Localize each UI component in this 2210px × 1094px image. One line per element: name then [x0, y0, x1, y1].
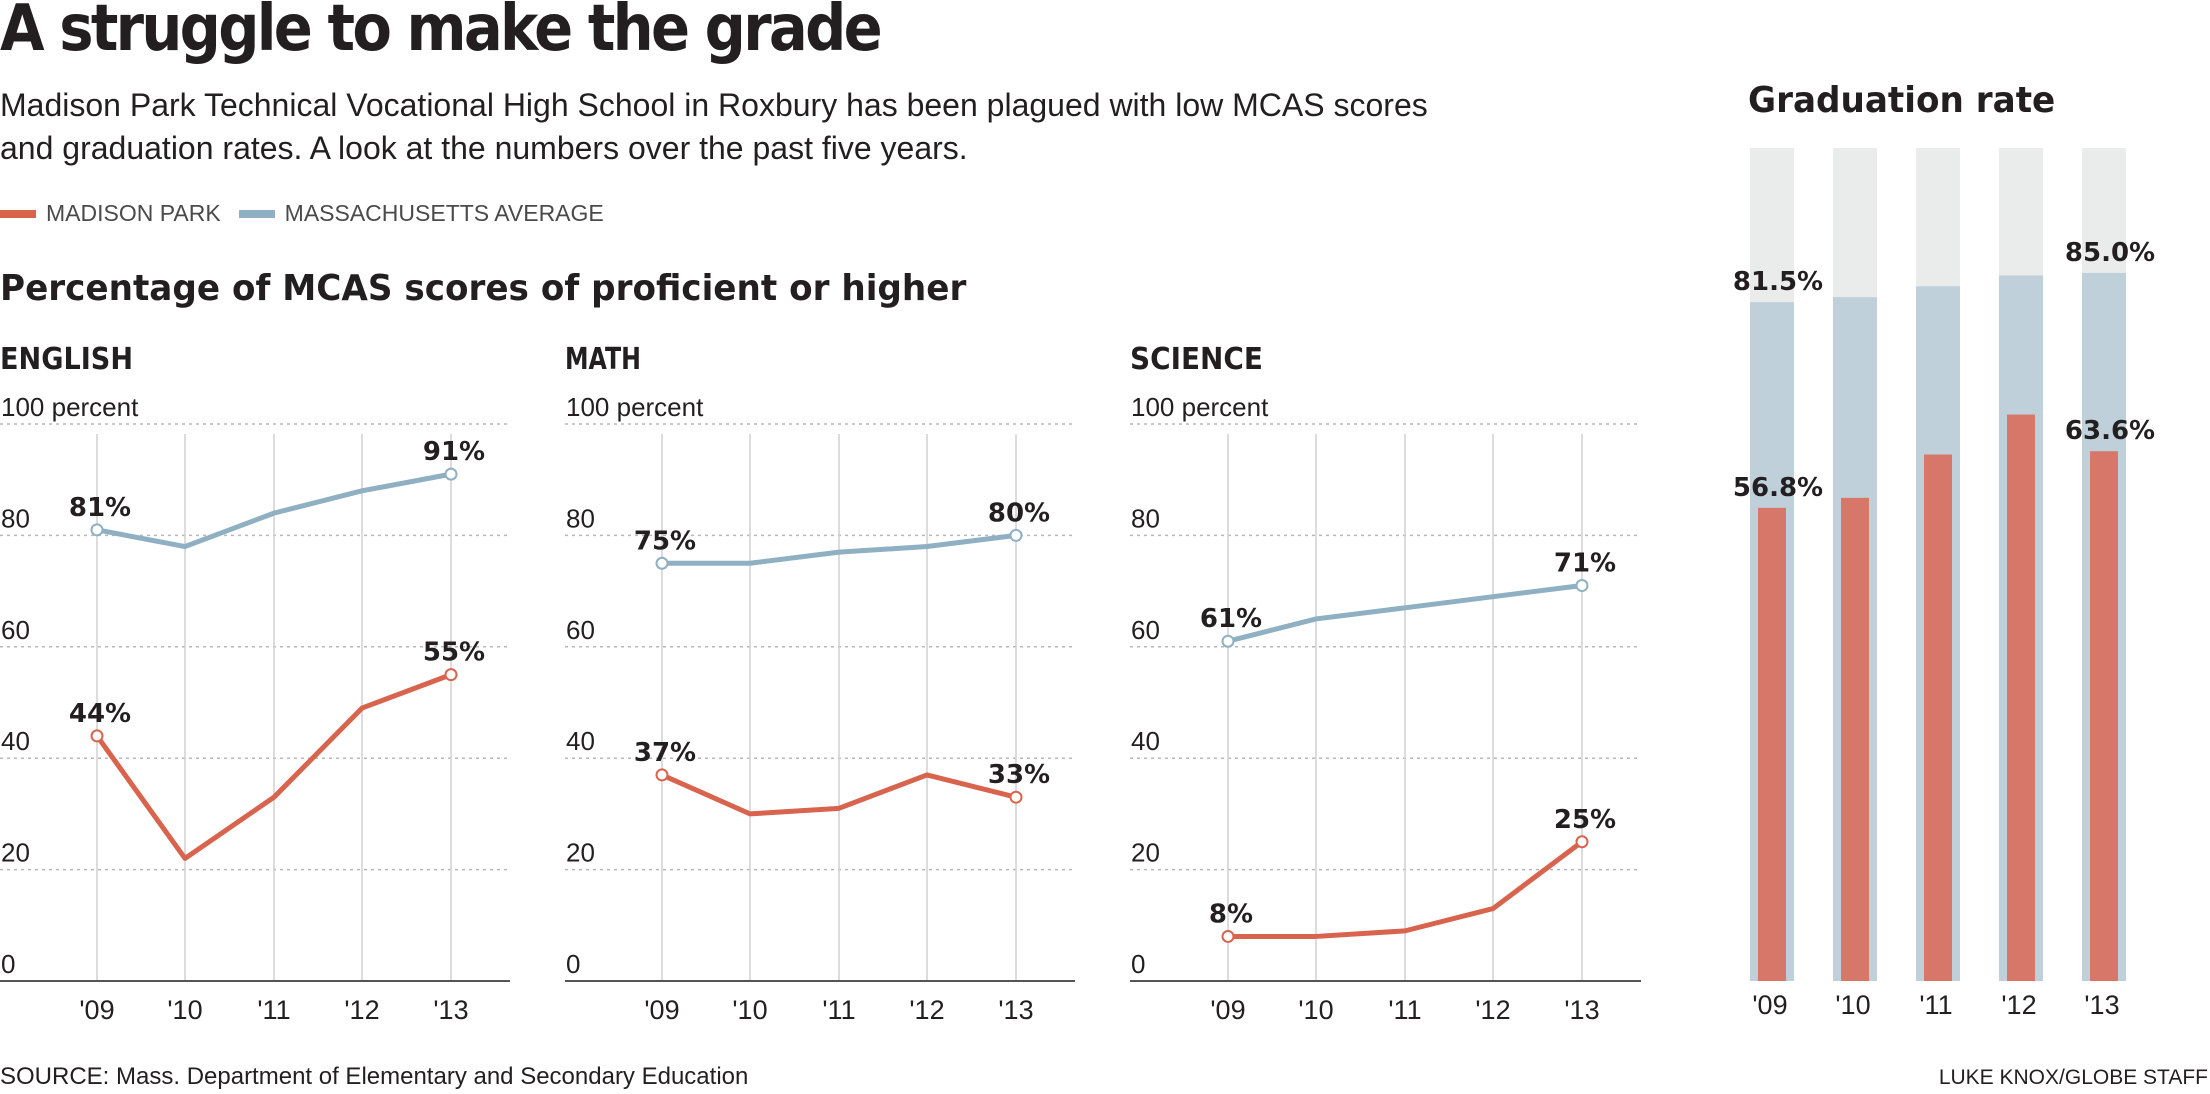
math-y-tick-label: 20 — [566, 838, 595, 868]
english-x-tick-label: '12 — [344, 995, 379, 1025]
math-y-tick-label: 80 — [566, 503, 595, 533]
english-x-tick-label: '10 — [167, 995, 202, 1025]
math-x-tick-label: '12 — [909, 995, 944, 1025]
headline: A struggle to make the grade — [0, 0, 883, 66]
science-madison-park-data-label: 8% — [1209, 899, 1253, 929]
legend: MADISON PARK MASSACHUSETTS AVERAGE — [0, 200, 622, 227]
english-x-tick-label: '11 — [257, 995, 290, 1025]
graduation-x-tick-label: '13 — [2084, 990, 2119, 1020]
graduation-bar-madison-park — [1924, 454, 1952, 981]
math-panel-title: MATH — [565, 342, 641, 377]
science-y-tick-label: 0 — [1131, 949, 1145, 979]
graduation-x-tick-label: '11 — [1919, 990, 1952, 1020]
legend-item-massachusetts-average: MASSACHUSETTS AVERAGE — [238, 200, 604, 227]
math-massachusetts-average-data-label: 80% — [988, 498, 1050, 528]
english-y-tick-label: 40 — [1, 726, 30, 756]
english-massachusetts-average-line — [94, 471, 454, 550]
science-massachusetts-average-data-label: 71% — [1554, 549, 1616, 579]
graduation-x-tick-label: '12 — [2001, 990, 2036, 1020]
legend-label-massachusetts-average: MASSACHUSETTS AVERAGE — [284, 200, 604, 226]
math-massachusetts-average-line — [659, 532, 1019, 566]
math-y-tick-label: 0 — [566, 949, 580, 979]
english-y-tick-label: 0 — [1, 949, 15, 979]
science-massachusetts-average-line — [1225, 583, 1585, 644]
english-x-tick-label: '13 — [433, 995, 468, 1025]
math-y-tick-label: 100 percent — [566, 392, 704, 422]
science-y-tick-label: 60 — [1131, 615, 1160, 645]
science-x-tick-label: '10 — [1298, 995, 1333, 1025]
math-madison-park-point — [1009, 790, 1023, 804]
math-massachusetts-average-point — [655, 556, 669, 570]
english-massachusetts-average-data-label: 81% — [69, 493, 131, 523]
science-x-tick-label: '09 — [1210, 995, 1245, 1025]
science-y-tick-label: 80 — [1131, 503, 1160, 533]
science-x-tick-label: '13 — [1564, 995, 1599, 1025]
math-x-tick-label: '13 — [998, 995, 1033, 1025]
legend-item-madison-park: MADISON PARK — [0, 200, 221, 227]
english-madison-park-data-label: 44% — [69, 699, 131, 729]
english-x-tick-label: '09 — [79, 995, 114, 1025]
english-panel-title: ENGLISH — [0, 342, 133, 377]
math-y-tick-label: 60 — [566, 615, 595, 645]
graduation-massachusetts-average-data-label: 85.0% — [2065, 238, 2155, 268]
science-massachusetts-average-data-label: 61% — [1200, 604, 1262, 634]
science-x-tick-label: '12 — [1475, 995, 1510, 1025]
intro-text: Madison Park Technical Vocational High S… — [0, 87, 1428, 166]
math-x-tick-label: '11 — [822, 995, 855, 1025]
legend-swatch-massachusetts-average — [238, 209, 275, 218]
math-madison-park-point — [655, 768, 669, 782]
science-massachusetts-average-point — [1221, 634, 1235, 648]
graduation-bar-madison-park — [1841, 497, 1869, 981]
science-madison-park-point — [1575, 835, 1589, 849]
science-madison-park-data-label: 25% — [1554, 805, 1616, 835]
english-massachusetts-average-point — [90, 523, 104, 537]
graduation-madison-park-data-label: 56.8% — [1733, 473, 1823, 503]
science-massachusetts-average-point — [1575, 579, 1589, 593]
graduation-x-tick-label: '09 — [1752, 990, 1787, 1020]
english-massachusetts-average-data-label: 91% — [423, 437, 485, 467]
math-madison-park-data-label: 33% — [988, 760, 1050, 790]
credit: LUKE KNOX/GLOBE STAFF — [1938, 1066, 2208, 1089]
legend-label-madison-park: MADISON PARK — [46, 200, 221, 226]
english-y-tick-label: 20 — [1, 838, 30, 868]
mcas-subhead: Percentage of MCAS scores of proficient … — [0, 268, 967, 309]
math-massachusetts-average-data-label: 75% — [634, 526, 696, 556]
legend-swatch-madison-park — [0, 209, 36, 218]
math-madison-park-data-label: 37% — [634, 738, 696, 768]
source-note: SOURCE: Mass. Department of Elementary a… — [0, 1063, 749, 1090]
math-x-tick-label: '09 — [644, 995, 679, 1025]
science-madison-park-point — [1221, 929, 1235, 943]
math-y-tick-label: 40 — [566, 726, 595, 756]
graduation-bar-madison-park — [2007, 414, 2035, 981]
graduation-madison-park-data-label: 63.6% — [2065, 416, 2155, 446]
english-madison-park-point — [444, 668, 458, 682]
science-y-tick-label: 40 — [1131, 726, 1160, 756]
science-y-tick-label: 100 percent — [1131, 392, 1269, 422]
science-x-tick-label: '11 — [1388, 995, 1421, 1025]
graduation-bar-madison-park — [1758, 507, 1786, 981]
english-y-tick-label: 80 — [1, 503, 30, 533]
graduation-rate-title: Graduation rate — [1748, 80, 2056, 121]
english-madison-park-point — [90, 729, 104, 743]
science-y-tick-label: 20 — [1131, 838, 1160, 868]
english-massachusetts-average-point — [444, 467, 458, 481]
graduation-bar-madison-park — [2090, 451, 2118, 981]
graduation-x-tick-label: '10 — [1835, 990, 1870, 1020]
math-x-tick-label: '10 — [732, 995, 767, 1025]
science-panel-title: SCIENCE — [1130, 342, 1263, 377]
english-madison-park-data-label: 55% — [423, 638, 485, 668]
science-madison-park-line — [1225, 839, 1585, 939]
english-madison-park-line — [94, 672, 454, 861]
math-madison-park-line — [659, 772, 1019, 817]
graduation-massachusetts-average-data-label: 81.5% — [1733, 267, 1823, 297]
english-y-tick-label: 60 — [1, 615, 30, 645]
math-massachusetts-average-point — [1009, 528, 1023, 542]
english-y-tick-label: 100 percent — [1, 392, 139, 422]
